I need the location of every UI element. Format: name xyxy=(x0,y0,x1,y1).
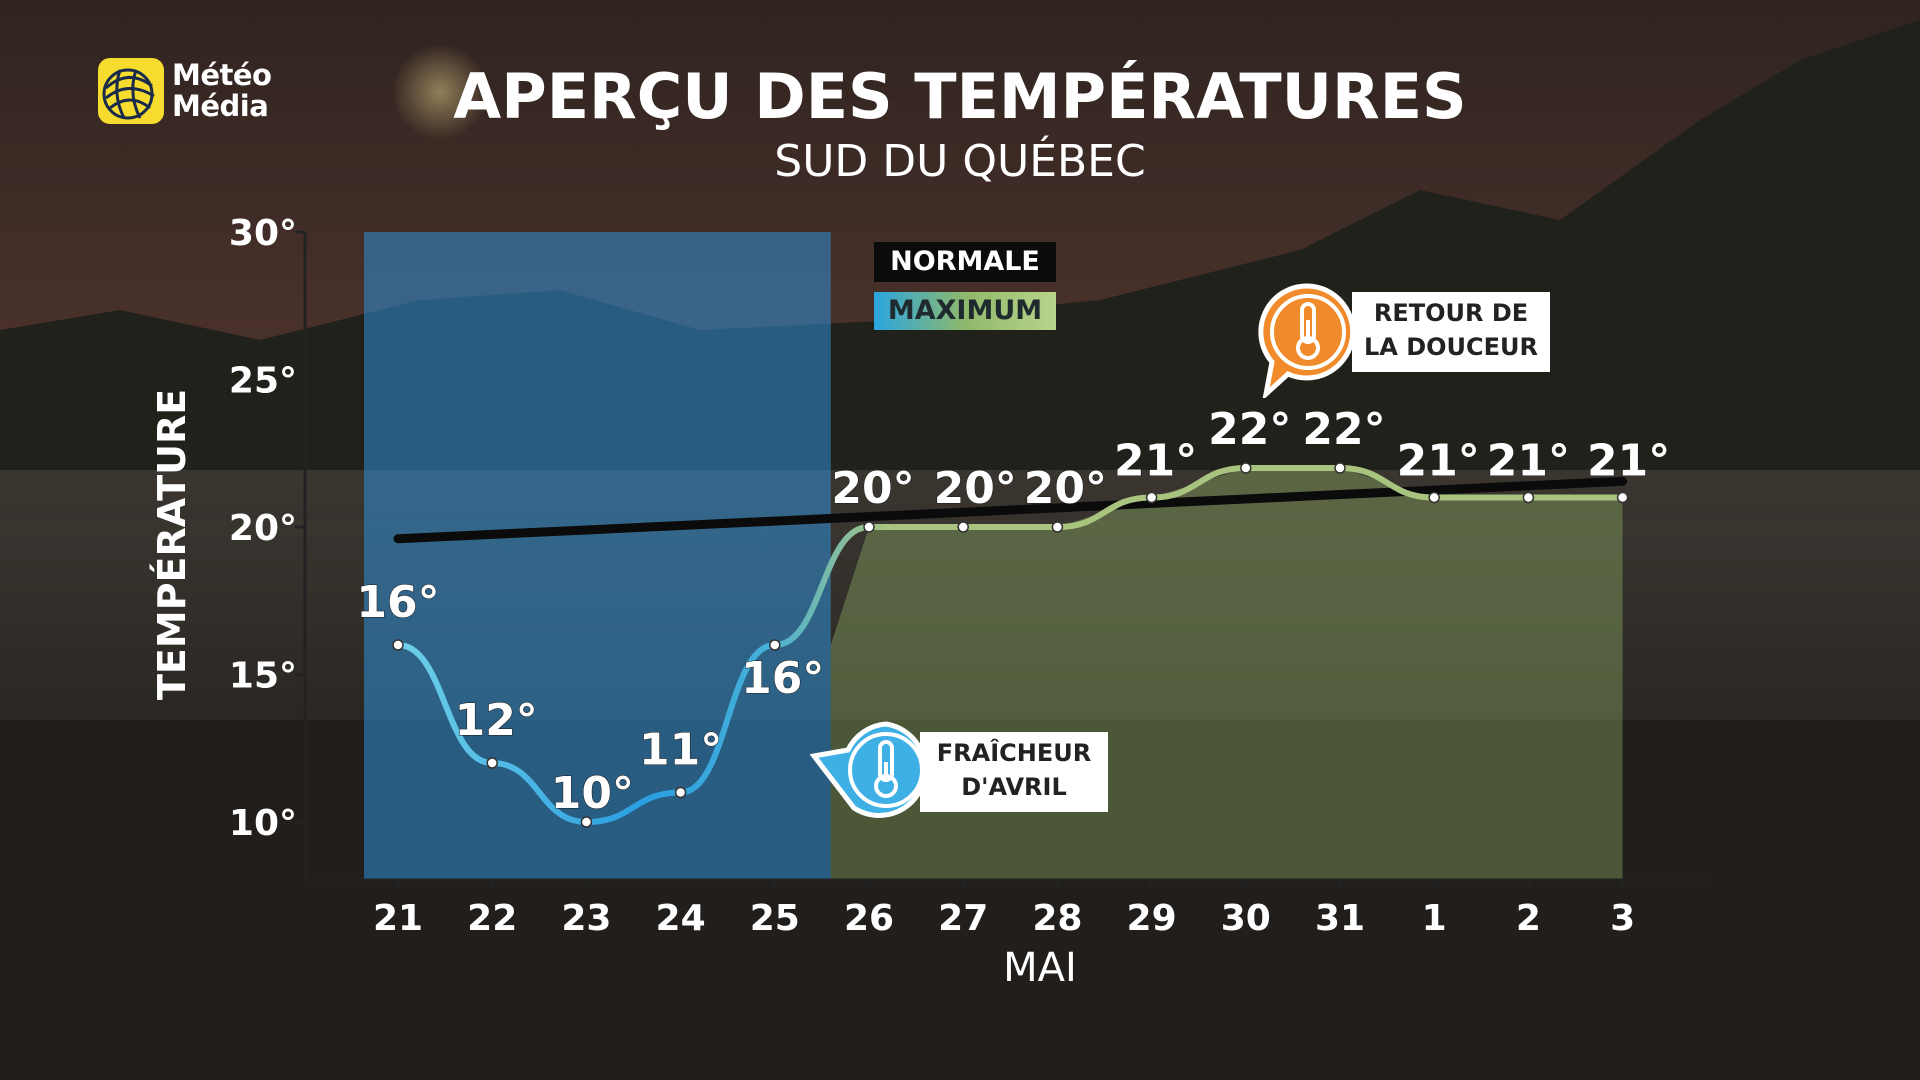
x-tick-label: 31 xyxy=(1315,898,1365,939)
x-tick-label: 1 xyxy=(1422,898,1447,939)
data-point xyxy=(1334,462,1346,474)
y-tick-label: 20° xyxy=(229,508,297,549)
x-tick-label: 21 xyxy=(373,898,423,939)
data-label: 20° xyxy=(1024,463,1107,514)
legend-maximum: MAXIMUM xyxy=(874,292,1056,330)
x-tick-label: 2 xyxy=(1516,898,1541,939)
x-axis-label: MAI xyxy=(1003,945,1077,991)
data-label: 22° xyxy=(1208,404,1291,455)
data-label: 21° xyxy=(1114,436,1197,487)
x-tick-label: 29 xyxy=(1127,898,1177,939)
axes: 10°15°20°25°30°21 22 23 24 25 26 27 28 29 30 31 1 2 3 xyxy=(229,213,1715,939)
chart-title: APERÇU DES TEMPÉRATURES xyxy=(453,60,1467,133)
data-point xyxy=(486,757,498,769)
data-point xyxy=(1240,462,1252,474)
y-tick-label: 30° xyxy=(229,213,297,254)
data-label: 21° xyxy=(1587,436,1670,487)
legend-normale: NORMALE xyxy=(874,242,1056,282)
cool-period-band xyxy=(364,232,831,880)
y-tick-label: 10° xyxy=(229,803,297,844)
data-point xyxy=(769,639,781,651)
callout-cool-line1: FRAÎCHEUR xyxy=(936,739,1092,767)
data-point xyxy=(1522,491,1535,504)
chart-subtitle: SUD DU QUÉBEC xyxy=(774,136,1146,187)
series-line-normale xyxy=(393,476,1628,544)
x-tick-label: 27 xyxy=(938,898,988,939)
data-point xyxy=(580,816,593,828)
data-label: 11° xyxy=(639,725,722,776)
data-point xyxy=(863,521,875,533)
x-tick-label: 23 xyxy=(561,898,611,939)
callout-warm: RETOUR DE LA DOUCEUR xyxy=(1352,292,1550,372)
data-label: 12° xyxy=(455,695,538,746)
y-axis-label: TEMPÉRATURE xyxy=(150,388,194,700)
thermometer-cold-icon xyxy=(810,721,928,818)
callout-cool-line2: D'AVRIL xyxy=(961,773,1067,801)
data-point xyxy=(392,639,404,651)
x-tick-label: 30 xyxy=(1221,898,1271,939)
data-label: 20° xyxy=(934,463,1017,514)
callout-warm-line2: LA DOUCEUR xyxy=(1363,333,1538,361)
logo-text-line1: Météo xyxy=(172,58,272,92)
data-label: 10° xyxy=(551,768,634,819)
y-tick-label: 15° xyxy=(229,656,297,697)
y-tick-label: 25° xyxy=(229,361,297,402)
logo-text-line2: Média xyxy=(172,89,269,123)
x-tick-label: 28 xyxy=(1032,898,1082,939)
x-tick-label: 22 xyxy=(467,898,517,939)
data-point xyxy=(1616,491,1629,504)
meteomedia-logo: Météo Média xyxy=(98,58,272,124)
data-label: 20° xyxy=(831,463,914,514)
data-point xyxy=(1428,491,1440,504)
x-tick-label: 24 xyxy=(656,898,706,939)
data-point xyxy=(1145,491,1158,504)
data-point xyxy=(957,521,969,533)
data-label: 22° xyxy=(1302,404,1385,455)
period-bands xyxy=(364,232,1623,880)
thermometer-hot-icon xyxy=(1258,283,1356,398)
data-point xyxy=(674,786,687,799)
callout-warm-line1: RETOUR DE xyxy=(1373,299,1529,327)
data-points: 16°12°10°11°16°20° 20° 20°21°22° 22°21° 21° 2… xyxy=(356,404,1671,828)
globe-icon xyxy=(98,58,164,124)
data-point xyxy=(1051,521,1064,533)
data-label: 16° xyxy=(741,653,824,704)
callout-cool: FRAÎCHEUR D'AVRIL xyxy=(920,732,1108,812)
x-tick-label: 25 xyxy=(750,898,800,939)
data-label: 21° xyxy=(1397,436,1480,487)
x-tick-label: 3 xyxy=(1610,898,1635,939)
data-label: 21° xyxy=(1487,436,1570,487)
x-tick-label: 26 xyxy=(844,898,894,939)
data-label: 16° xyxy=(356,577,439,628)
